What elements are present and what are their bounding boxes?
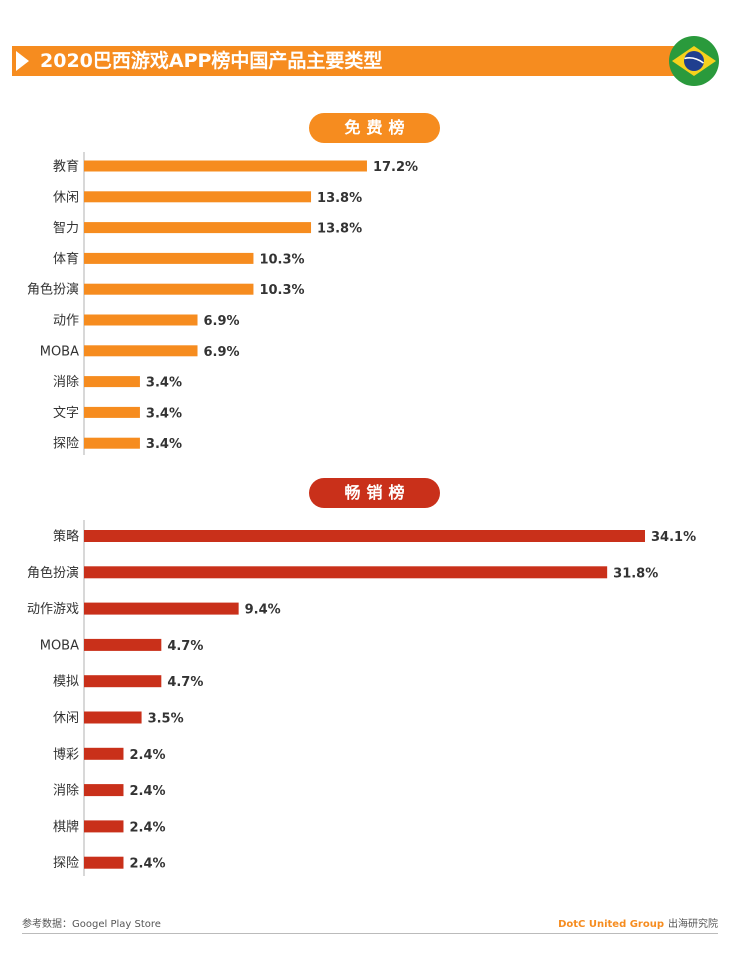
chart-0-value-label: 6.9% [204, 314, 240, 329]
chart-1-bar [84, 820, 124, 833]
chart-1-value-label: 2.4% [129, 748, 165, 763]
chart-0-value-label: 10.3% [259, 252, 304, 267]
chart-0-value-label: 13.8% [317, 222, 362, 237]
chart-0-category-label: 教育 [53, 159, 79, 175]
chart-0-bar [84, 222, 312, 234]
chart-0-category-label: 智力 [53, 221, 79, 236]
chart-0-category-label: 探险 [53, 437, 79, 452]
chart-1-category-label: 角色扮演 [27, 565, 79, 581]
chart-0-value-label: 3.4% [146, 437, 182, 452]
chart-0-bar [84, 252, 254, 264]
title-arrow-icon [16, 51, 29, 71]
chart-1-value-label: 3.5% [148, 712, 184, 727]
chart-1-bar [84, 711, 142, 724]
page-title: 2020巴西游戏APP榜中国产品主要类型 [40, 50, 383, 72]
chart-0-bar [84, 406, 140, 418]
chart-0-value-label: 3.4% [146, 376, 182, 391]
chart-0-bar [84, 160, 367, 172]
chart-0-category-label: MOBA [40, 344, 79, 359]
chart-1-bar [84, 675, 162, 688]
chart-1-value-label: 2.4% [129, 857, 165, 872]
chart-0-category-label: 角色扮演 [27, 282, 79, 298]
chart-1-value-label: 9.4% [245, 603, 281, 618]
chart-1-category-label: 消除 [53, 784, 79, 799]
chart-1-value-label: 34.1% [651, 530, 696, 545]
brazil-flag-icon [669, 36, 719, 86]
bar-charts: 教育 17.2% 休闲 13.8% 智力 13.8% 体育 10.3% 角色扮演 10.3% 动作 6… [27, 152, 696, 876]
footer-divider [22, 933, 718, 934]
chart-0-bar [84, 191, 312, 203]
chart-1-category-label: 休闲 [53, 711, 79, 726]
chart-1-category-label: 棋牌 [53, 819, 79, 835]
chart-1-bar [84, 638, 162, 651]
chart-0-bar [84, 283, 254, 295]
chart-1-category-label: 动作游戏 [27, 602, 79, 617]
chart-0-category-label: 体育 [53, 251, 79, 267]
chart-0-bar [84, 345, 198, 357]
chart-1-bar [84, 856, 124, 869]
chart-0-bar [84, 314, 198, 326]
chart-0-category-label: 消除 [53, 375, 79, 390]
footer-brand: DotC United Group 出海研究院 [558, 915, 718, 930]
chart-0-category-label: 动作 [53, 314, 79, 329]
chart-1-value-label: 31.8% [613, 566, 658, 581]
chart-0-value-label: 10.3% [259, 283, 304, 298]
data-source: 参考数据：Googel Play Store [22, 919, 161, 930]
chart-0-value-label: 17.2% [373, 160, 418, 175]
chart-0-value-label: 6.9% [204, 345, 240, 360]
free-chart-title: 免费榜 [309, 113, 440, 143]
chart-1-category-label: MOBA [40, 638, 79, 653]
chart-1-category-label: 模拟 [53, 675, 79, 690]
chart-1-bar [84, 530, 645, 542]
chart-1-value-label: 2.4% [129, 820, 165, 835]
chart-1-bar [84, 784, 124, 797]
chart-1-category-label: 博彩 [53, 747, 79, 762]
brand-name: DotC United Group [558, 919, 664, 930]
chart-0-bar [84, 437, 140, 449]
brand-suffix: 出海研究院 [668, 919, 718, 930]
chart-1-bar [84, 747, 124, 760]
chart-1-category-label: 策略 [53, 529, 79, 545]
chart-1-bar [84, 602, 239, 615]
chart-0-value-label: 3.4% [146, 406, 182, 421]
chart-0-bar [84, 376, 140, 388]
chart-0-category-label: 休闲 [53, 190, 79, 205]
chart-1-value-label: 2.4% [129, 784, 165, 799]
chart-1-value-label: 4.7% [167, 675, 203, 690]
grossing-chart-title: 畅销榜 [309, 478, 440, 508]
chart-1-category-label: 探险 [53, 856, 79, 871]
title-bar [12, 46, 702, 76]
chart-1-bar [84, 566, 608, 579]
chart-1-value-label: 4.7% [167, 639, 203, 654]
chart-0-value-label: 13.8% [317, 191, 362, 206]
chart-0-category-label: 文字 [53, 406, 79, 421]
